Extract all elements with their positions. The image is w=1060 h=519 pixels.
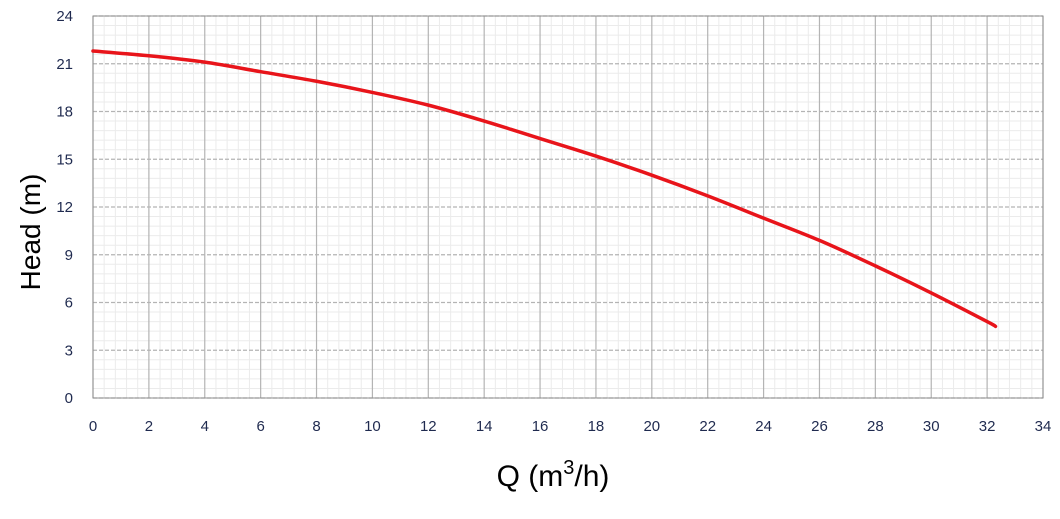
x-tick-label: 20 <box>643 418 660 435</box>
x-axis-ticks: 0 2 4 6 8 10 12 14 16 18 20 22 24 26 28 30 32 34 <box>89 418 1052 435</box>
y-tick-label: 6 <box>65 295 73 312</box>
x-tick-label: 34 <box>1035 418 1052 435</box>
x-tick-label: 10 <box>364 418 381 435</box>
series-layer <box>91 49 998 329</box>
minor-grid <box>93 16 1043 398</box>
x-axis-title-superscript: 3 <box>563 457 574 479</box>
y-tick-label: 21 <box>56 56 73 73</box>
x-axis-title-tail: /h) <box>574 460 609 493</box>
plot-area-frame <box>92 15 1044 399</box>
x-tick-label: 18 <box>588 418 605 435</box>
x-tick-label: 8 <box>312 418 320 435</box>
x-tick-label: 22 <box>699 418 716 435</box>
x-tick-label: 14 <box>476 418 493 435</box>
y-tick-label: 24 <box>56 8 73 25</box>
x-tick-label: 12 <box>420 418 437 435</box>
x-tick-label: 0 <box>89 418 97 435</box>
x-tick-label: 24 <box>755 418 772 435</box>
y-tick-label: 15 <box>56 151 73 168</box>
y-axis-ticks: 0 3 6 9 12 15 18 21 24 <box>56 8 73 407</box>
series-line <box>91 49 998 329</box>
y-tick-label: 9 <box>65 247 73 264</box>
y-tick-label: 12 <box>56 199 73 216</box>
x-tick-label: 6 <box>256 418 264 435</box>
y-axis-title: Head (m) <box>15 174 46 291</box>
y-tick-label: 3 <box>65 342 73 359</box>
x-tick-label: 32 <box>979 418 996 435</box>
x-axis-title: Q (m3/h) <box>497 457 610 493</box>
y-tick-label: 18 <box>56 104 73 121</box>
y-tick-label: 0 <box>65 390 73 407</box>
x-tick-label: 28 <box>867 418 884 435</box>
x-tick-label: 16 <box>532 418 549 435</box>
x-tick-label: 4 <box>201 418 209 435</box>
x-axis-title-main: Q (m <box>497 460 564 493</box>
x-tick-label: 30 <box>923 418 940 435</box>
x-tick-label: 2 <box>145 418 153 435</box>
x-tick-label: 26 <box>811 418 828 435</box>
